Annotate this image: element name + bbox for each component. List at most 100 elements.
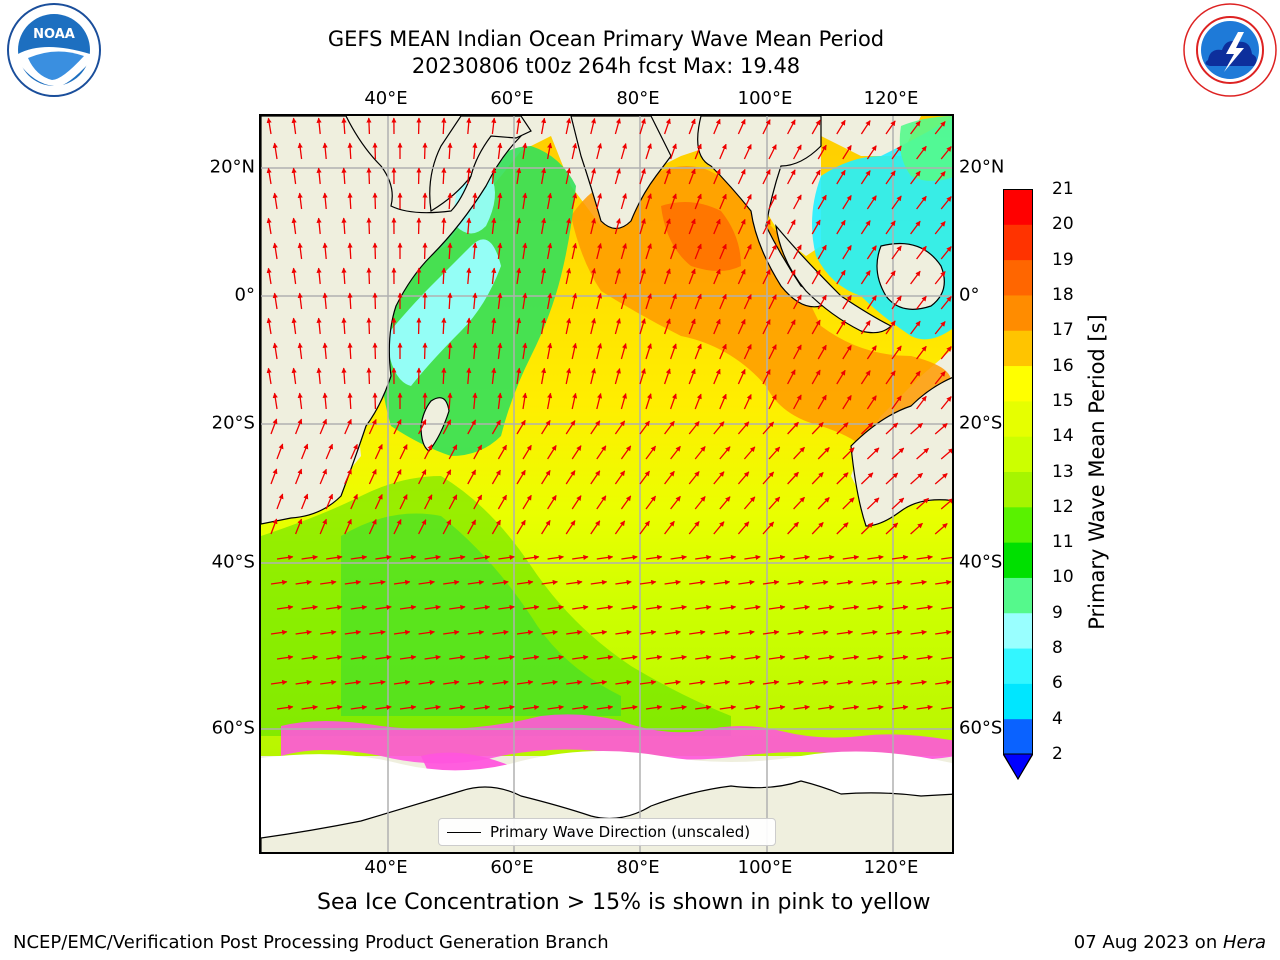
wave-arrow bbox=[369, 679, 386, 685]
orange-region bbox=[571, 166, 951, 446]
wave-arrow bbox=[316, 317, 322, 335]
wave-arrow bbox=[793, 496, 805, 510]
wave-arrow bbox=[793, 344, 802, 360]
wave-arrow bbox=[910, 320, 921, 335]
wave-arrow bbox=[590, 579, 608, 585]
wave-arrow bbox=[491, 469, 501, 485]
lat-tick-right-20n: 20°N bbox=[959, 156, 1005, 178]
wave-arrow bbox=[793, 654, 810, 660]
wave-arrow bbox=[491, 419, 501, 435]
wave-arrow bbox=[341, 117, 347, 135]
wave-arrow bbox=[639, 420, 651, 435]
wave-arrow bbox=[866, 245, 877, 260]
wave-arrow bbox=[891, 295, 902, 310]
wave-arrow bbox=[768, 394, 777, 410]
wave-arrow bbox=[449, 554, 466, 560]
wave-arrow bbox=[565, 367, 572, 385]
wave-arrow bbox=[270, 629, 288, 635]
wave-arrow bbox=[565, 117, 572, 135]
lon-tick-bottom-40: 40°E bbox=[364, 857, 408, 878]
wave-arrow bbox=[596, 292, 603, 310]
wave-arrow bbox=[547, 704, 564, 710]
wave-arrow bbox=[297, 342, 303, 360]
wave-arrow bbox=[614, 420, 626, 435]
wave-arrow bbox=[940, 146, 952, 160]
lon-tick-top-40: 40°E bbox=[364, 88, 408, 109]
colorbar-tick-label: 10 bbox=[1052, 567, 1074, 588]
wave-arrow bbox=[891, 497, 905, 510]
wave-arrow bbox=[817, 447, 830, 460]
wave-arrow bbox=[473, 554, 491, 560]
wave-arrow bbox=[322, 392, 328, 410]
wave-arrow bbox=[300, 443, 309, 460]
wave-arrow bbox=[787, 319, 796, 335]
wave-arrow bbox=[596, 604, 614, 610]
wave-arrow bbox=[817, 394, 827, 410]
colorbar-segment bbox=[1003, 224, 1033, 261]
noaa-logo: NOAA bbox=[7, 3, 101, 97]
colorbar-tick-label: 20 bbox=[1052, 214, 1074, 235]
wave-arrow bbox=[743, 344, 752, 360]
wave-arrow bbox=[793, 244, 802, 260]
wave-arrow bbox=[916, 295, 927, 310]
wave-arrow bbox=[492, 629, 509, 635]
wave-arrow bbox=[449, 654, 466, 660]
wave-arrow bbox=[787, 421, 799, 435]
wave-arrow bbox=[276, 443, 284, 460]
wave-arrow bbox=[350, 704, 368, 710]
wave-arrow bbox=[719, 654, 737, 660]
wave-arrow bbox=[266, 317, 272, 335]
wave-arrow bbox=[393, 679, 411, 685]
wave-arrow bbox=[866, 497, 880, 510]
wave-arrow bbox=[812, 629, 829, 635]
wave-arrow bbox=[546, 342, 553, 360]
wave-arrow bbox=[719, 293, 727, 310]
wave-arrow bbox=[639, 520, 651, 535]
wave-arrow bbox=[472, 192, 478, 210]
wave-arrow bbox=[566, 579, 583, 585]
wave-arrow bbox=[688, 218, 696, 235]
wave-arrow bbox=[375, 704, 392, 710]
wave-arrow bbox=[941, 656, 952, 660]
wave-arrow bbox=[614, 118, 621, 135]
wave-arrow bbox=[350, 493, 358, 510]
colorbar-segment bbox=[1003, 294, 1033, 331]
wave-arrow bbox=[522, 142, 528, 160]
wave-arrow bbox=[940, 396, 952, 410]
wave-arrow bbox=[737, 118, 746, 135]
wave-arrow bbox=[713, 471, 725, 485]
wave-arrow bbox=[301, 604, 318, 610]
wave-arrow bbox=[516, 317, 522, 335]
lon-tick-top-80: 80°E bbox=[616, 88, 660, 109]
wave-arrow bbox=[743, 244, 752, 260]
wave-arrow bbox=[891, 195, 902, 210]
wave-arrow bbox=[842, 144, 852, 160]
wave-arrow bbox=[491, 167, 497, 185]
wave-arrow bbox=[743, 144, 752, 160]
wave-arrow bbox=[522, 342, 528, 360]
wave-arrow bbox=[787, 369, 796, 385]
colorbar-segment bbox=[1003, 718, 1033, 755]
wave-arrow bbox=[347, 242, 353, 260]
wave-arrow bbox=[546, 392, 553, 410]
wave-arrow bbox=[694, 293, 702, 310]
wave-arrow bbox=[860, 170, 871, 185]
wave-arrow bbox=[322, 292, 328, 310]
wave-arrow bbox=[516, 367, 522, 385]
wave-arrow bbox=[596, 445, 607, 460]
wave-arrow bbox=[768, 496, 781, 510]
wave-arrow bbox=[449, 604, 466, 610]
wave-arrow bbox=[341, 367, 347, 385]
wave-arrow bbox=[842, 447, 855, 460]
wave-arrow bbox=[768, 446, 781, 460]
colorbar-segment bbox=[1003, 189, 1033, 225]
wave-arrow bbox=[565, 167, 572, 185]
wave-arrow bbox=[547, 554, 564, 560]
wave-arrow bbox=[319, 518, 327, 535]
wave-arrow bbox=[393, 519, 402, 535]
wave-arrow bbox=[492, 679, 509, 685]
wave-arrow bbox=[818, 554, 835, 560]
wave-arrow bbox=[664, 420, 675, 435]
wave-arrow bbox=[491, 267, 497, 285]
wave-arrow bbox=[516, 217, 522, 235]
